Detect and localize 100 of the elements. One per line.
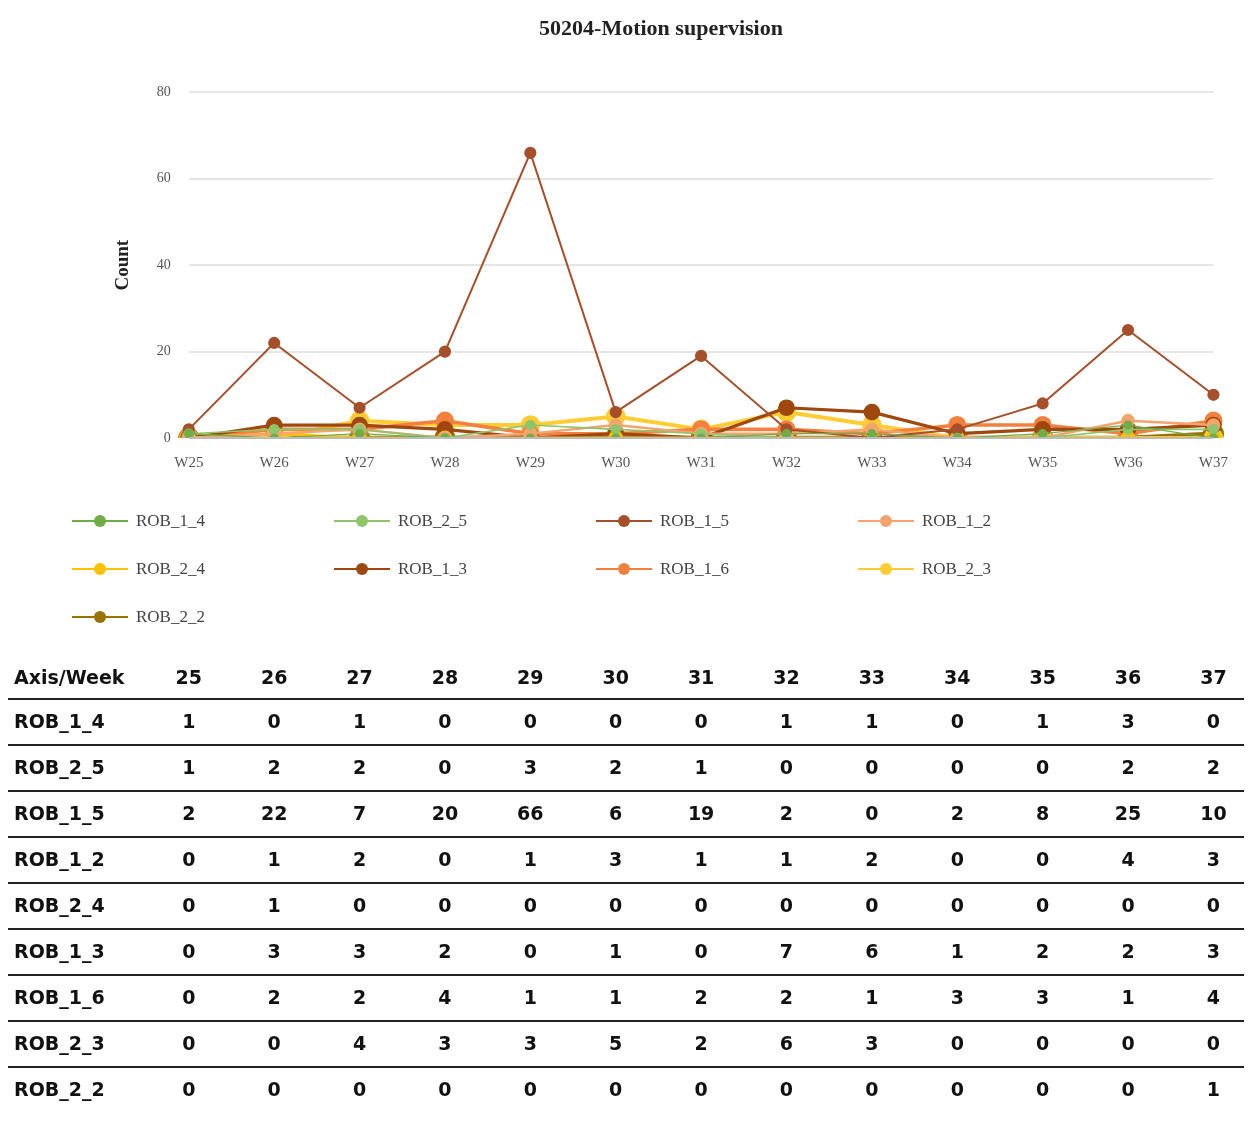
data-label: 2 xyxy=(865,848,879,870)
y-tick-label: 40 xyxy=(156,256,171,272)
y-axis-title: Count xyxy=(111,239,133,291)
data-label: 2 xyxy=(352,986,367,1008)
y-tick-label: 80 xyxy=(156,84,171,100)
x-tick-label: W37 xyxy=(1198,453,1229,470)
text: 29 xyxy=(517,666,544,688)
x-tick-label: W28 xyxy=(430,453,460,470)
text: 30 xyxy=(602,666,629,688)
data-label: 2 xyxy=(1206,756,1221,778)
data-label: 0 xyxy=(1121,1078,1135,1100)
data-label: 2 xyxy=(352,756,367,778)
data-label: 1 xyxy=(950,940,964,962)
y-tick-label: 20 xyxy=(156,343,171,359)
data-label: 1 xyxy=(267,848,281,870)
data-label: 20 xyxy=(431,802,459,824)
data-label: 0 xyxy=(438,894,452,916)
data-label: 1 xyxy=(182,710,196,732)
data-label: 1 xyxy=(1121,986,1135,1008)
text: 35 xyxy=(1029,666,1056,688)
data-label: 0 xyxy=(1206,1032,1221,1054)
text: ROB_1_5 xyxy=(14,802,105,824)
data-label: 0 xyxy=(950,894,964,916)
data-label: 7 xyxy=(352,802,367,824)
data-label: 1 xyxy=(779,848,794,870)
legend-label: ROB_1_2 xyxy=(922,511,991,531)
data-label: 0 xyxy=(1036,756,1050,778)
data-label: 1 xyxy=(523,986,537,1008)
text: ROB_1_2 xyxy=(14,848,105,870)
data-label: 2 xyxy=(267,756,281,778)
data-label: 0 xyxy=(523,894,537,916)
data-label: 6 xyxy=(609,802,623,824)
x-tick-label: W33 xyxy=(857,453,887,470)
data-label: 2 xyxy=(1121,756,1135,778)
x-tick-label: W36 xyxy=(1113,453,1144,470)
data-label: 7 xyxy=(779,940,794,962)
data-label: 1 xyxy=(182,756,196,778)
data-label: 0 xyxy=(438,710,452,732)
text: 34 xyxy=(944,666,971,688)
data-label: 5 xyxy=(609,1032,623,1054)
y-tick-label: 0 xyxy=(163,429,171,445)
data-label: 3 xyxy=(1121,710,1135,732)
data-label: 3 xyxy=(1206,848,1221,870)
data-label: 66 xyxy=(517,802,544,824)
data-label: 1 xyxy=(865,986,879,1008)
x-tick-label: W27 xyxy=(344,453,375,470)
legend-label: ROB_2_4 xyxy=(136,559,205,579)
text: 36 xyxy=(1114,666,1142,688)
data-label: 3 xyxy=(523,1032,537,1054)
data-label: 0 xyxy=(182,940,196,962)
data-label: 3 xyxy=(523,756,537,778)
data-label: 0 xyxy=(950,710,964,732)
chart-title: 50204-Motion supervision xyxy=(539,14,783,40)
data-label: 0 xyxy=(182,848,196,870)
data-label: 0 xyxy=(1036,894,1050,916)
data-label: 0 xyxy=(694,710,708,732)
data-label: 0 xyxy=(1121,894,1135,916)
data-label: 0 xyxy=(352,1078,367,1100)
data-label: 3 xyxy=(1036,986,1050,1008)
data-label: 0 xyxy=(1036,1032,1050,1054)
text: 32 xyxy=(773,666,800,688)
data-label: 1 xyxy=(865,710,879,732)
x-tick-label: W29 xyxy=(515,453,545,470)
data-label: 0 xyxy=(694,1078,708,1100)
x-tick-label: W32 xyxy=(771,453,802,470)
text: ROB_2_2 xyxy=(14,1078,105,1100)
data-label: 0 xyxy=(182,1032,196,1054)
data-label: 3 xyxy=(950,986,964,1008)
data-label: 3 xyxy=(438,1032,452,1054)
text: 27 xyxy=(346,666,373,688)
data-label: 0 xyxy=(1206,894,1221,916)
data-label: 3 xyxy=(1206,940,1221,962)
data-label: 0 xyxy=(438,756,452,778)
legend-label: ROB_2_2 xyxy=(136,607,205,627)
data-label: 0 xyxy=(438,848,452,870)
data-label: 0 xyxy=(1206,710,1221,732)
data-label: 3 xyxy=(609,848,623,870)
data-label: 1 xyxy=(1206,1078,1221,1100)
data-label: 0 xyxy=(950,1078,964,1100)
data-label: 0 xyxy=(182,894,196,916)
data-label: 0 xyxy=(865,894,879,916)
y-tick-label: 60 xyxy=(156,170,171,186)
data-label: 2 xyxy=(694,1032,708,1054)
data-label: 0 xyxy=(1121,1032,1135,1054)
data-label: 0 xyxy=(779,1078,794,1100)
data-label: 19 xyxy=(687,802,715,824)
data-label: 2 xyxy=(694,986,708,1008)
data-label: 6 xyxy=(865,940,879,962)
data-label: 4 xyxy=(1206,986,1221,1008)
data-label: 6 xyxy=(779,1032,794,1054)
text: Axis/Week xyxy=(14,666,125,688)
x-tick-label: W35 xyxy=(1028,453,1058,470)
data-label: 1 xyxy=(779,710,794,732)
data-label: 3 xyxy=(865,1032,879,1054)
data-label: 0 xyxy=(779,756,794,778)
data-label: 2 xyxy=(352,848,367,870)
data-label: 1 xyxy=(1036,710,1050,732)
text: 25 xyxy=(175,666,203,688)
legend-label: ROB_1_3 xyxy=(398,559,467,579)
data-label: 1 xyxy=(694,756,708,778)
